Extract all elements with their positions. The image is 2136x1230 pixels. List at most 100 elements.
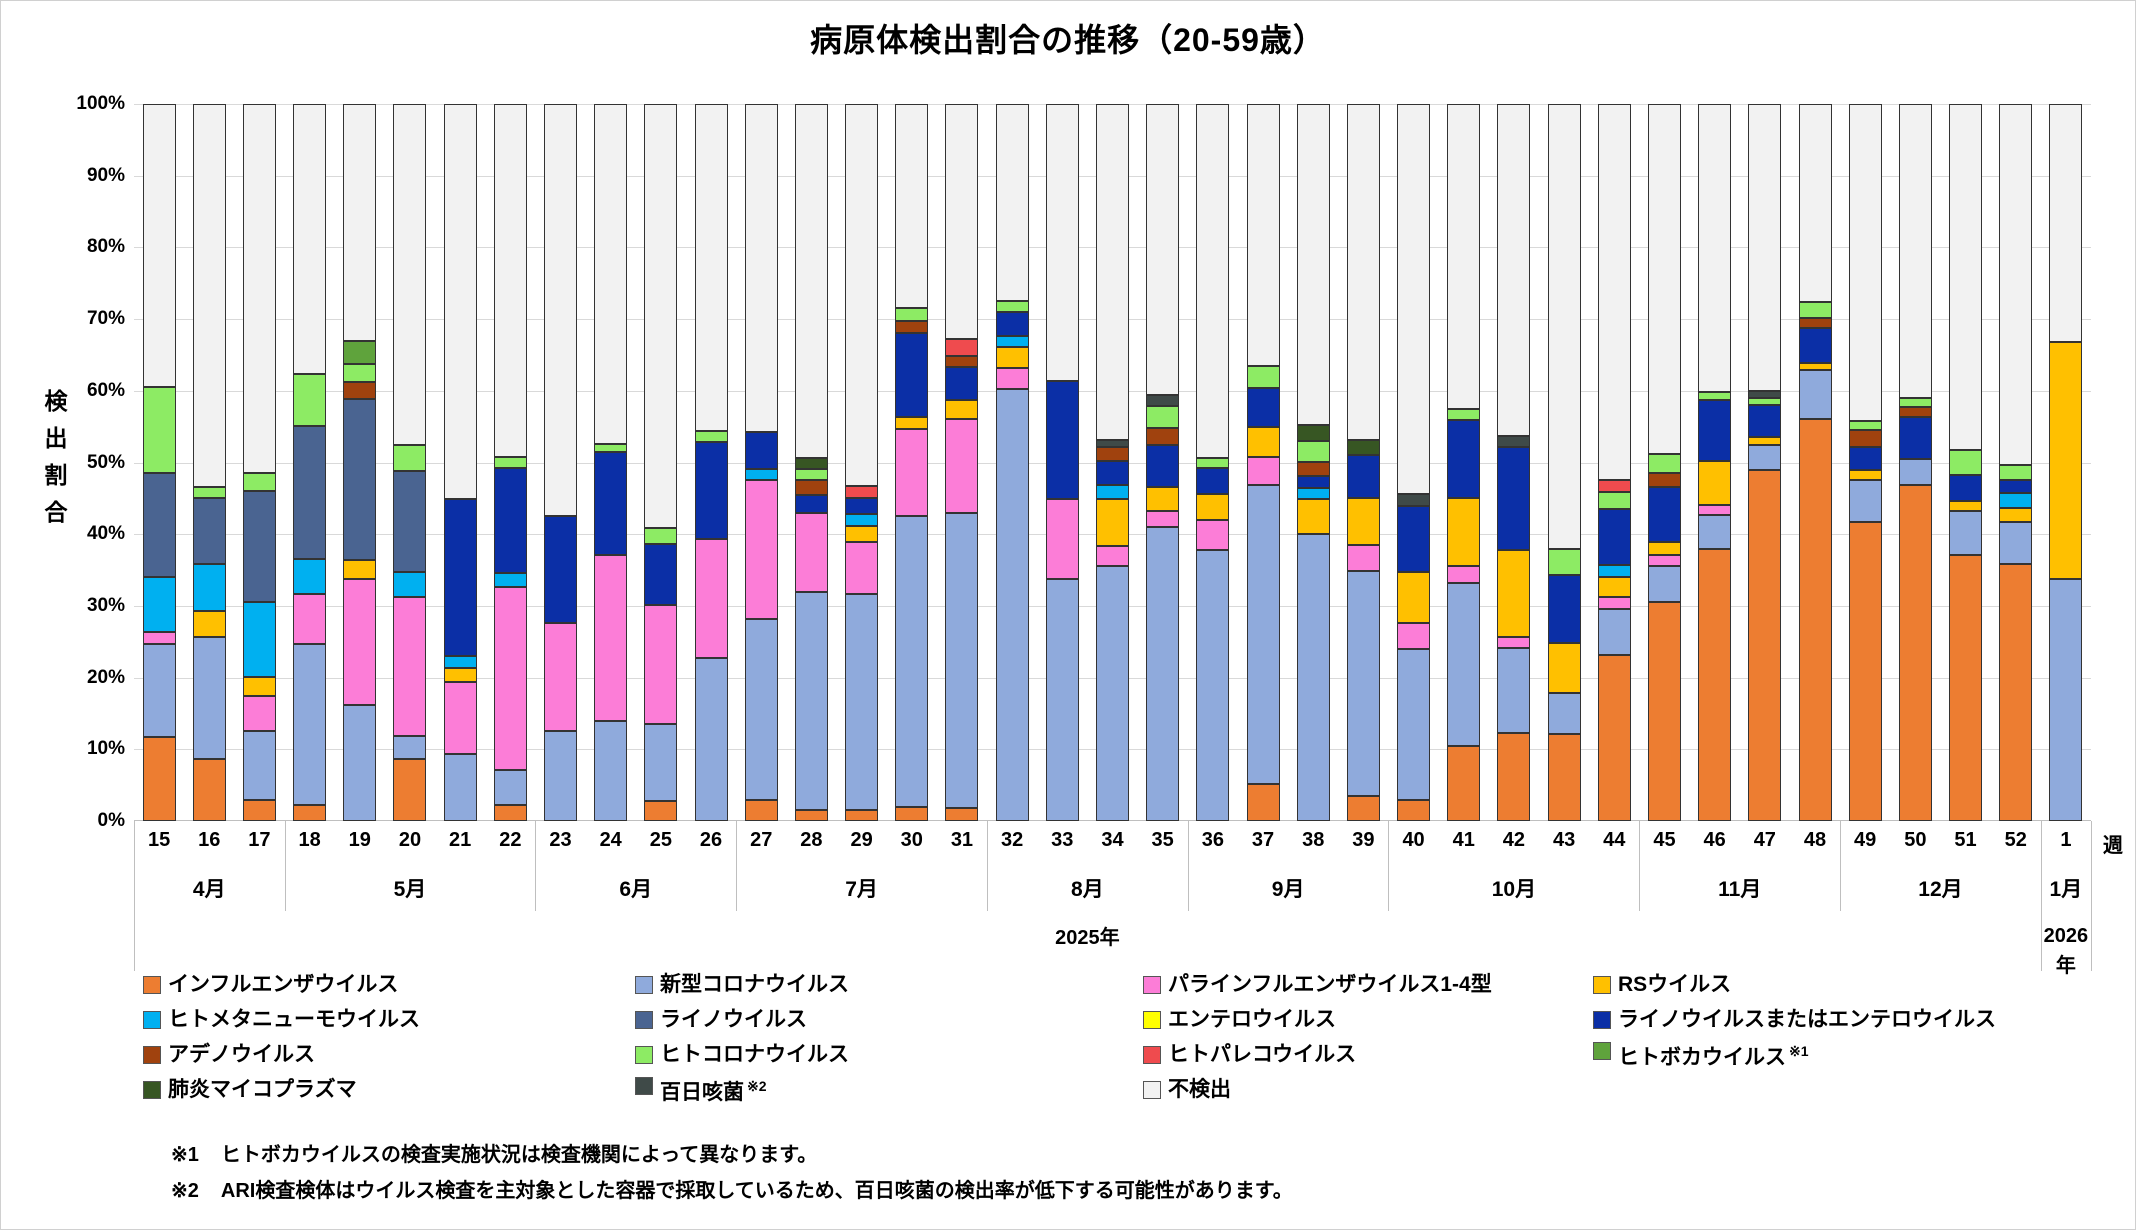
segment-hcv [1196, 458, 1230, 469]
segment-nd [594, 104, 628, 444]
segment-nd [895, 104, 929, 309]
segment-cov [1497, 648, 1531, 733]
segment-cov [1999, 522, 2033, 565]
segment-roe [1196, 468, 1230, 495]
bar-week-51 [1949, 104, 1983, 821]
segment-mpv [995, 335, 1029, 348]
legend-label-rs: RSウイルス [1618, 972, 1732, 996]
segment-flu [1246, 784, 1280, 821]
bar-week-45 [1647, 104, 1681, 821]
month-label-1月: 1月 [2049, 878, 2083, 901]
legend: インフルエンザウイルス 新型コロナウイルス パラインフルエンザウイルス1-4型 RSウ… [143, 967, 2073, 1107]
segment-nd [1346, 104, 1380, 440]
segment-flu [1999, 564, 2033, 821]
bar-week-33 [1045, 104, 1079, 821]
segment-cov [2049, 578, 2083, 821]
segment-hcv [1999, 464, 2033, 481]
footnote-2: ※2 ARI検査検体はウイルス検査を主対象とした容器で採取しているため、百日咳菌の… [171, 1173, 1293, 1209]
segment-flu [293, 805, 327, 821]
legend-swatch-mpv [143, 1010, 161, 1029]
segment-hpe [1597, 479, 1631, 492]
segment-mpv [142, 577, 176, 632]
segment-mpv [1597, 565, 1631, 577]
segment-nd [1497, 104, 1531, 437]
month-label-5月: 5月 [393, 878, 427, 901]
month-label-9月: 9月 [1271, 878, 1305, 901]
segment-roe [1045, 380, 1079, 500]
legend-item-boc: ヒトボカウイルス ※1 [1593, 1039, 2073, 1070]
week-label-30: 30 [900, 829, 923, 851]
segment-rs [1196, 494, 1230, 520]
segment-per [1748, 390, 1782, 399]
segment-rhi [393, 471, 427, 572]
week-label-34: 34 [1101, 829, 1124, 851]
segment-roe [1296, 476, 1330, 488]
legend-swatch-per [635, 1077, 653, 1095]
segment-flu [845, 810, 879, 821]
segment-nd [1647, 104, 1681, 454]
segment-rhi [343, 398, 377, 561]
segment-hcv [1547, 549, 1581, 576]
segment-ade [794, 480, 828, 495]
bar-week-46 [1698, 104, 1732, 821]
segment-roe [794, 494, 828, 514]
week-label-51: 51 [1954, 829, 1977, 851]
bar-week-40 [1397, 104, 1431, 821]
segment-flu [1397, 800, 1431, 821]
segment-nd [1949, 104, 1983, 450]
segment-cov [192, 636, 226, 759]
segment-par [1146, 510, 1180, 528]
week-label-39: 39 [1352, 829, 1375, 851]
segment-roe [1346, 454, 1380, 499]
legend-swatch-ade [143, 1045, 161, 1064]
bar-week-15 [142, 104, 176, 821]
segment-nd [1547, 104, 1581, 550]
segment-flu [1447, 745, 1481, 821]
segment-nd [493, 104, 527, 457]
bar-week-35 [1146, 104, 1180, 821]
week-label-45: 45 [1653, 829, 1676, 851]
segment-flu [1346, 795, 1380, 821]
y-tick-label-90: 90% [86, 164, 125, 186]
week-label-24: 24 [599, 829, 622, 851]
segment-roe [644, 544, 678, 606]
segment-roe [1547, 575, 1581, 644]
segment-nd [142, 104, 176, 388]
month-label-8月: 8月 [1071, 878, 1104, 901]
week-label-36: 36 [1201, 829, 1224, 851]
segment-par [1246, 456, 1280, 485]
segment-cov [1848, 479, 1882, 523]
segment-par [544, 623, 578, 731]
segment-flu [895, 806, 929, 821]
legend-label-flu: インフルエンザウイルス [168, 972, 399, 996]
segment-rs [1397, 571, 1431, 624]
segment-hpe [945, 339, 979, 356]
segment-nd [1848, 104, 1882, 421]
segment-par [1698, 504, 1732, 515]
y-tick-label-60: 60% [86, 379, 125, 401]
bar-week-42 [1497, 104, 1531, 821]
segment-hcv [293, 374, 327, 426]
segment-roe [1748, 405, 1782, 438]
segment-roe [1848, 446, 1882, 471]
bar-week-31 [945, 104, 979, 821]
legend-item-roe: ライノウイルスまたはエンテロウイルス [1593, 1008, 2073, 1032]
segment-hcv [1296, 441, 1330, 462]
segment-ade [895, 321, 929, 333]
segment-hpe [845, 486, 879, 498]
segment-ade [1647, 472, 1681, 487]
legend-label-hpe: ヒトパレコウイルス [1168, 1042, 1357, 1066]
segment-ade [1096, 446, 1129, 462]
segment-flu [1497, 732, 1531, 821]
segment-ade [1898, 407, 1932, 417]
segment-cov [1397, 648, 1431, 801]
segment-nd [1748, 104, 1782, 391]
chart-title: 病原体検出割合の推移（20-59歳） [810, 22, 1326, 58]
segment-roe [1447, 420, 1481, 499]
segment-roe [995, 311, 1029, 336]
legend-item-nd: 不検出 [1143, 1078, 1593, 1102]
segment-hcv [192, 486, 226, 498]
week-unit-label: 週 [2103, 835, 2123, 857]
week-label-31: 31 [950, 829, 974, 851]
